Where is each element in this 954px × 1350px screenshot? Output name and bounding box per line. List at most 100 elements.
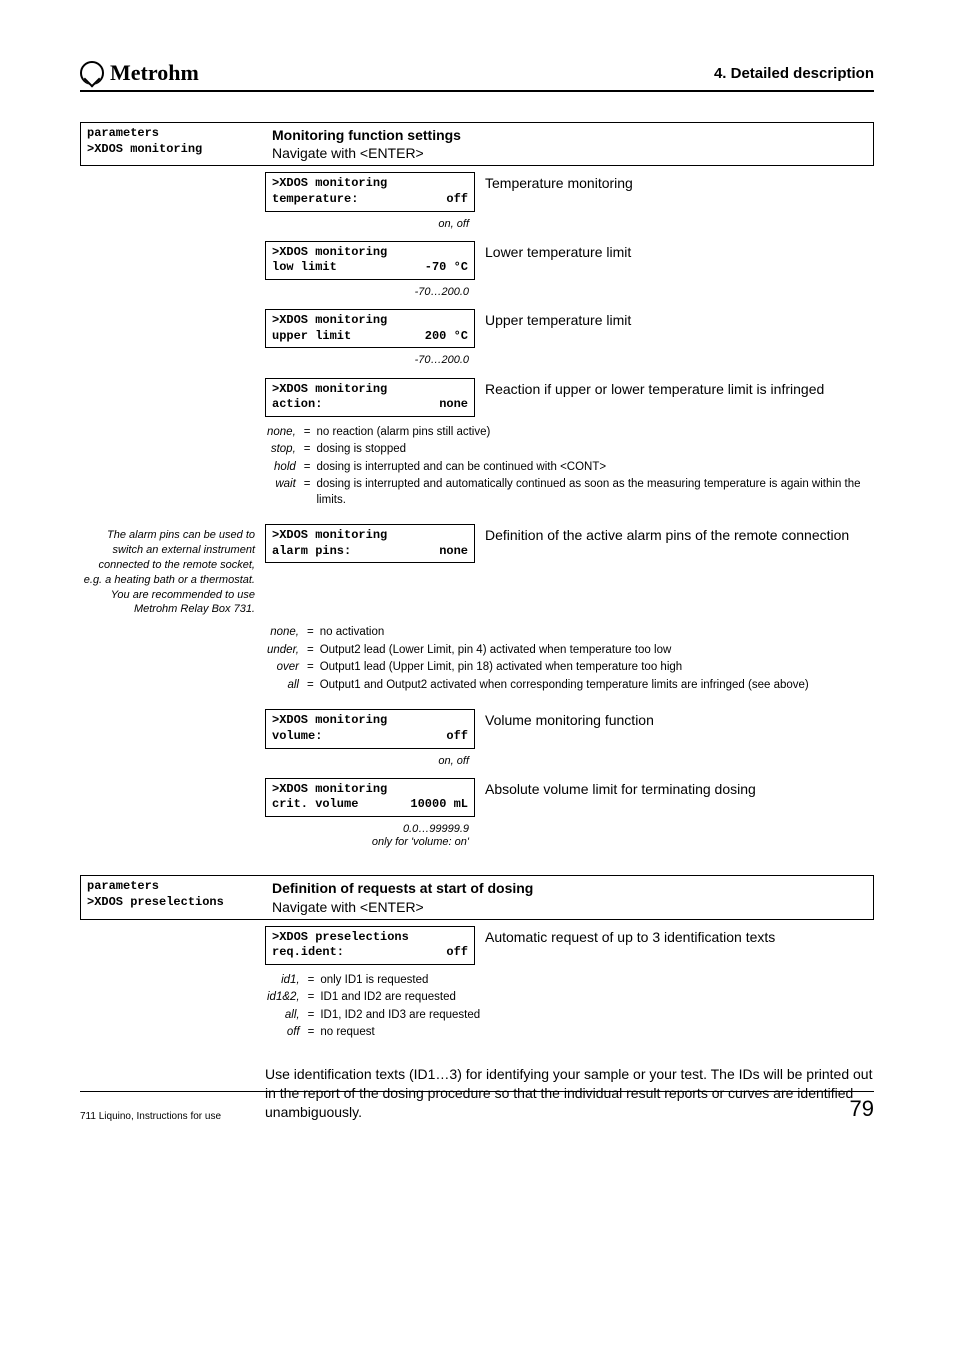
- param-box-line2: temperature:off: [272, 192, 468, 208]
- param-option-key: stop,: [267, 442, 302, 458]
- param-box-key: alarm pins:: [272, 544, 351, 560]
- param-box: >XDOS monitoringlow limit-70 °C: [265, 241, 475, 280]
- param-option-row: none,=no reaction (alarm pins still acti…: [267, 425, 872, 441]
- section2-header-label1: parameters: [87, 879, 260, 895]
- param-box-key: action:: [272, 397, 322, 413]
- param-option-eq: =: [308, 990, 319, 1006]
- side-note: [80, 926, 265, 930]
- param-row: >XDOS monitoringcrit. volume 10000 mL Abso…: [80, 778, 874, 817]
- param-range: 0.0…99999.9 only for 'volume: on': [265, 823, 475, 849]
- param-box-line2: alarm pins: none: [272, 544, 468, 560]
- param-box: >XDOS preselectionsreq.ident:off: [265, 926, 475, 965]
- param-range-row: -70…200.0: [80, 354, 874, 367]
- logo: Metrohm: [80, 60, 199, 86]
- side-note: [80, 378, 265, 382]
- param-option-value: no reaction (alarm pins still active): [317, 425, 873, 441]
- param-option-key: under,: [267, 643, 305, 659]
- section2-header-left: parameters >XDOS preselections: [81, 876, 266, 918]
- section2-header-title: Definition of requests at start of dosin…: [272, 879, 867, 897]
- param-box-line1: >XDOS monitoring: [272, 713, 468, 729]
- param-option-key: all: [267, 678, 305, 694]
- param-box-key: volume:: [272, 729, 322, 745]
- param-option-value: Output1 and Output2 activated when corre…: [320, 678, 809, 694]
- param-option-eq: =: [304, 442, 315, 458]
- param-box-line1: >XDOS monitoring: [272, 245, 468, 261]
- param-box-value: off: [446, 192, 468, 208]
- side-note: [80, 309, 265, 313]
- param-option-key: id1&2,: [267, 990, 306, 1006]
- section-header-subtitle: Navigate with <ENTER>: [272, 144, 867, 162]
- param-box-key: upper limit: [272, 329, 351, 345]
- param-box-key: req.ident:: [272, 945, 344, 961]
- param-box-key: low limit: [272, 260, 337, 276]
- param-range: on, off: [265, 218, 475, 231]
- param-range: -70…200.0: [265, 286, 475, 299]
- side-note: [80, 241, 265, 245]
- param-option-key: all,: [267, 1008, 306, 1024]
- param-option-key: id1,: [267, 973, 306, 989]
- main-content: parameters >XDOS monitoring Monitoring f…: [80, 122, 874, 1122]
- side-note: [80, 778, 265, 782]
- param-option-eq: =: [304, 460, 315, 476]
- param-option-value: Output1 lead (Upper Limit, pin 18) activ…: [320, 660, 809, 676]
- param-row: >XDOS monitoringvolume:offVolume monitor…: [80, 709, 874, 748]
- param-box-line2: req.ident:off: [272, 945, 468, 961]
- param-box-line1: >XDOS monitoring: [272, 313, 468, 329]
- param-option-eq: =: [307, 625, 318, 641]
- param-box-key: crit. volume: [272, 797, 358, 813]
- param-option-key: none,: [267, 625, 305, 641]
- section-header-label1: parameters: [87, 126, 260, 142]
- param-option-row: hold=dosing is interrupted and can be co…: [267, 460, 872, 476]
- param-range-row: on, off: [80, 218, 874, 231]
- param-range-row: on, off: [80, 755, 874, 768]
- param-box: >XDOS monitoringalarm pins:none: [265, 524, 475, 563]
- logo-text: Metrohm: [110, 60, 199, 86]
- param-option-row: all=Output1 and Output2 activated when c…: [267, 678, 809, 694]
- section-header-title: Monitoring function settings: [272, 126, 867, 144]
- param-options: id1,=only ID1 is requestedid1&2,=ID1 and…: [265, 971, 482, 1043]
- param-option-value: ID1 and ID2 are requested: [320, 990, 480, 1006]
- param-option-row: off=no request: [267, 1025, 480, 1041]
- param-description: Automatic request of up to 3 identificat…: [475, 926, 874, 946]
- param-option-value: dosing is interrupted and can be continu…: [317, 460, 873, 476]
- param-option-key: over: [267, 660, 305, 676]
- param-description: Upper temperature limit: [475, 309, 874, 329]
- param-option-row: id1&2,=ID1 and ID2 are requested: [267, 990, 480, 1006]
- footer-page-number: 79: [850, 1096, 874, 1122]
- param-box-line1: >XDOS monitoring: [272, 782, 468, 798]
- param-range: on, off: [265, 755, 475, 768]
- side-note: [80, 172, 265, 176]
- param-option-value: dosing is stopped: [317, 442, 873, 458]
- param-row: >XDOS monitoringaction:noneReaction if u…: [80, 378, 874, 417]
- param-box: >XDOS monitoringtemperature:off: [265, 172, 475, 211]
- param-option-row: none,=no activation: [267, 625, 809, 641]
- param-description: Volume monitoring function: [475, 709, 874, 729]
- param-box-value: 200 °C: [425, 329, 468, 345]
- param-option-value: ID1, ID2 and ID3 are requested: [320, 1008, 480, 1024]
- section-header-right: Monitoring function settings Navigate wi…: [266, 123, 873, 165]
- param-box-line1: >XDOS preselections: [272, 930, 468, 946]
- section2-header-subtitle: Navigate with <ENTER>: [272, 898, 867, 916]
- param-options: none,=no activationunder,=Output2 lead (…: [265, 623, 811, 695]
- section-title: 4. Detailed description: [714, 65, 874, 82]
- param-options: none,=no reaction (alarm pins still acti…: [265, 423, 874, 511]
- param-description: Absolute volume limit for terminating do…: [475, 778, 874, 798]
- param-box-line1: >XDOS monitoring: [272, 382, 468, 398]
- param-box-value: 10000 mL: [410, 797, 468, 813]
- param-option-row: wait=dosing is interrupted and automatic…: [267, 477, 872, 508]
- param-option-eq: =: [304, 477, 315, 508]
- param-option-key: wait: [267, 477, 302, 508]
- items-container: >XDOS monitoringtemperature:offTemperatu…: [80, 172, 874, 859]
- param-box-value: none: [439, 544, 468, 560]
- param-box-line1: >XDOS monitoring: [272, 176, 468, 192]
- param-box-line2: low limit-70 °C: [272, 260, 468, 276]
- param-box-value: none: [439, 397, 468, 413]
- param-row: >XDOS monitoringtemperature:offTemperatu…: [80, 172, 874, 211]
- param-option-key: none,: [267, 425, 302, 441]
- param-option-row: over=Output1 lead (Upper Limit, pin 18) …: [267, 660, 809, 676]
- param-option-value: no activation: [320, 625, 809, 641]
- param-option-row: stop,=dosing is stopped: [267, 442, 872, 458]
- param-option-eq: =: [307, 678, 318, 694]
- param-box: >XDOS monitoringaction: none: [265, 378, 475, 417]
- param-option-value: dosing is interrupted and automatically …: [317, 477, 873, 508]
